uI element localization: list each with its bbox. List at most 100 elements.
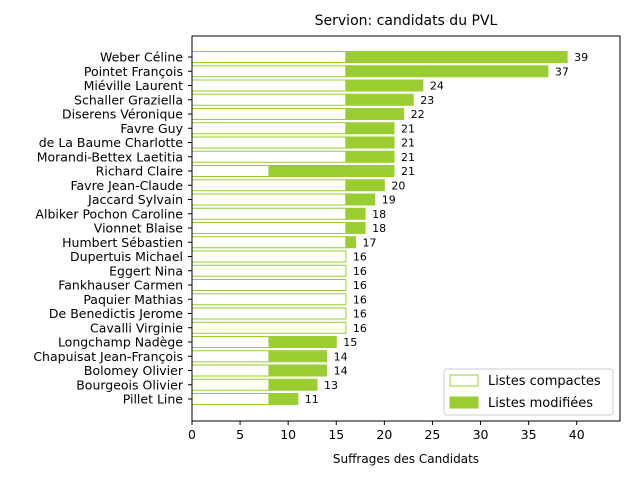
category-label: Miéville Laurent: [84, 78, 183, 93]
value-label: 24: [430, 80, 444, 93]
value-label: 16: [353, 279, 367, 292]
bar-modifiees: [345, 236, 357, 249]
value-label: 18: [372, 208, 386, 221]
bar-compactes: [191, 350, 270, 363]
legend-swatch-modifiees: [449, 396, 479, 409]
bar-compactes: [191, 293, 347, 306]
bar-compactes: [191, 336, 270, 348]
value-label: 21: [401, 137, 415, 150]
category-label: Albiker Pochon Caroline: [35, 206, 183, 221]
bar-modifiees: [345, 65, 549, 78]
category-label: Diserens Véronique: [62, 107, 183, 122]
bar-compactes: [191, 250, 347, 263]
x-tick-label: 35: [521, 427, 537, 442]
x-tick-label: 5: [236, 427, 244, 442]
bar-compactes: [191, 236, 347, 249]
bar-modifiees: [268, 364, 328, 377]
x-axis-ticks: 0 5 10 15 20 25 30 35 40: [188, 421, 585, 442]
value-label: 16: [353, 293, 367, 306]
x-tick-label: 15: [328, 427, 344, 442]
bar-compactes: [191, 136, 347, 149]
bar-compactes: [191, 93, 347, 106]
value-label: 23: [420, 94, 434, 107]
value-label: 14: [334, 365, 348, 378]
legend-swatch-compactes: [449, 374, 479, 387]
bar-modifiees: [345, 193, 376, 206]
value-label: 14: [334, 350, 348, 363]
bar-compactes: [191, 264, 347, 277]
bar-compactes: [191, 51, 347, 63]
bar-compactes: [191, 65, 347, 78]
value-label: 16: [353, 251, 367, 264]
value-label: 22: [411, 108, 425, 121]
bars-group: [191, 51, 568, 405]
bar-modifiees: [345, 150, 395, 163]
category-label: Fankhauser Carmen: [58, 278, 183, 293]
value-label: 17: [363, 236, 377, 249]
bar-compactes: [191, 179, 347, 192]
value-label: 39: [574, 51, 588, 64]
bar-modifiees: [345, 108, 405, 120]
category-label: Bolomey Olivier: [84, 363, 184, 378]
x-tick-label: 40: [569, 427, 585, 442]
bar-modifiees: [268, 336, 337, 348]
category-label: Favre Guy: [120, 121, 183, 136]
bar-compactes: [191, 108, 347, 120]
x-tick-label: 20: [376, 427, 392, 442]
legend-label-modifiees: Listes modifiées: [488, 396, 593, 411]
category-label: Chapuisat Jean-François: [33, 349, 183, 364]
category-label: Eggert Nina: [109, 263, 183, 278]
bar-modifiees: [345, 136, 395, 149]
chart-title: Servion: candidats du PVL: [315, 13, 498, 29]
category-label: Cavalli Virginie: [90, 320, 183, 335]
bar-compactes: [191, 150, 347, 163]
bar-compactes: [191, 279, 347, 291]
bar-compactes: [191, 364, 270, 377]
bar-compactes: [191, 222, 347, 234]
bar-compactes: [191, 122, 347, 135]
category-label: Morandi-Bettex Laetitia: [37, 149, 183, 164]
category-label: De Benedictis Jerome: [49, 306, 183, 321]
bar-modifiees: [345, 93, 414, 106]
category-label: Dupertuis Michael: [70, 249, 183, 264]
value-labels: 3937242322212121212019181817161616161616…: [305, 51, 588, 406]
category-label: Pillet Line: [123, 392, 184, 407]
value-label: 37: [555, 65, 569, 78]
bar-compactes: [191, 307, 347, 320]
value-label: 11: [305, 393, 319, 406]
bar-compactes: [191, 207, 347, 220]
category-label: Jaccard Sylvain: [87, 192, 183, 207]
x-tick-label: 25: [424, 427, 440, 442]
bar-modifiees: [345, 179, 385, 192]
category-label: Vionnet Blaise: [94, 221, 184, 236]
legend-box: [443, 368, 614, 416]
x-tick-label: 10: [280, 427, 296, 442]
value-label: 15: [343, 336, 357, 349]
category-label: Schaller Graziella: [74, 92, 183, 107]
legend: Listes compactes Listes modifiées: [443, 368, 614, 416]
x-tick-label: 0: [188, 427, 196, 442]
bar-compactes: [191, 79, 347, 92]
legend-label-compactes: Listes compactes: [488, 374, 601, 389]
bar-compactes: [191, 321, 347, 334]
value-label: 20: [391, 179, 405, 192]
x-axis-title: Suffrages des Candidats: [333, 452, 479, 466]
category-label: de La Baume Charlotte: [39, 135, 184, 150]
value-label: 21: [401, 165, 415, 178]
value-label: 19: [382, 194, 396, 207]
bar-modifiees: [268, 378, 318, 391]
bar-modifiees: [268, 393, 299, 405]
bar-modifiees: [345, 222, 366, 234]
bar-modifiees: [345, 122, 395, 135]
category-label: Richard Claire: [96, 164, 184, 179]
bar-compactes: [191, 378, 270, 391]
x-tick-label: 30: [473, 427, 489, 442]
value-label: 13: [324, 379, 338, 392]
category-label: Bourgeois Olivier: [76, 377, 184, 392]
plot-frame: [191, 35, 621, 422]
bar-modifiees: [268, 165, 395, 177]
category-label: Humbert Sébastien: [62, 235, 183, 250]
category-label: Weber Céline: [100, 50, 183, 65]
